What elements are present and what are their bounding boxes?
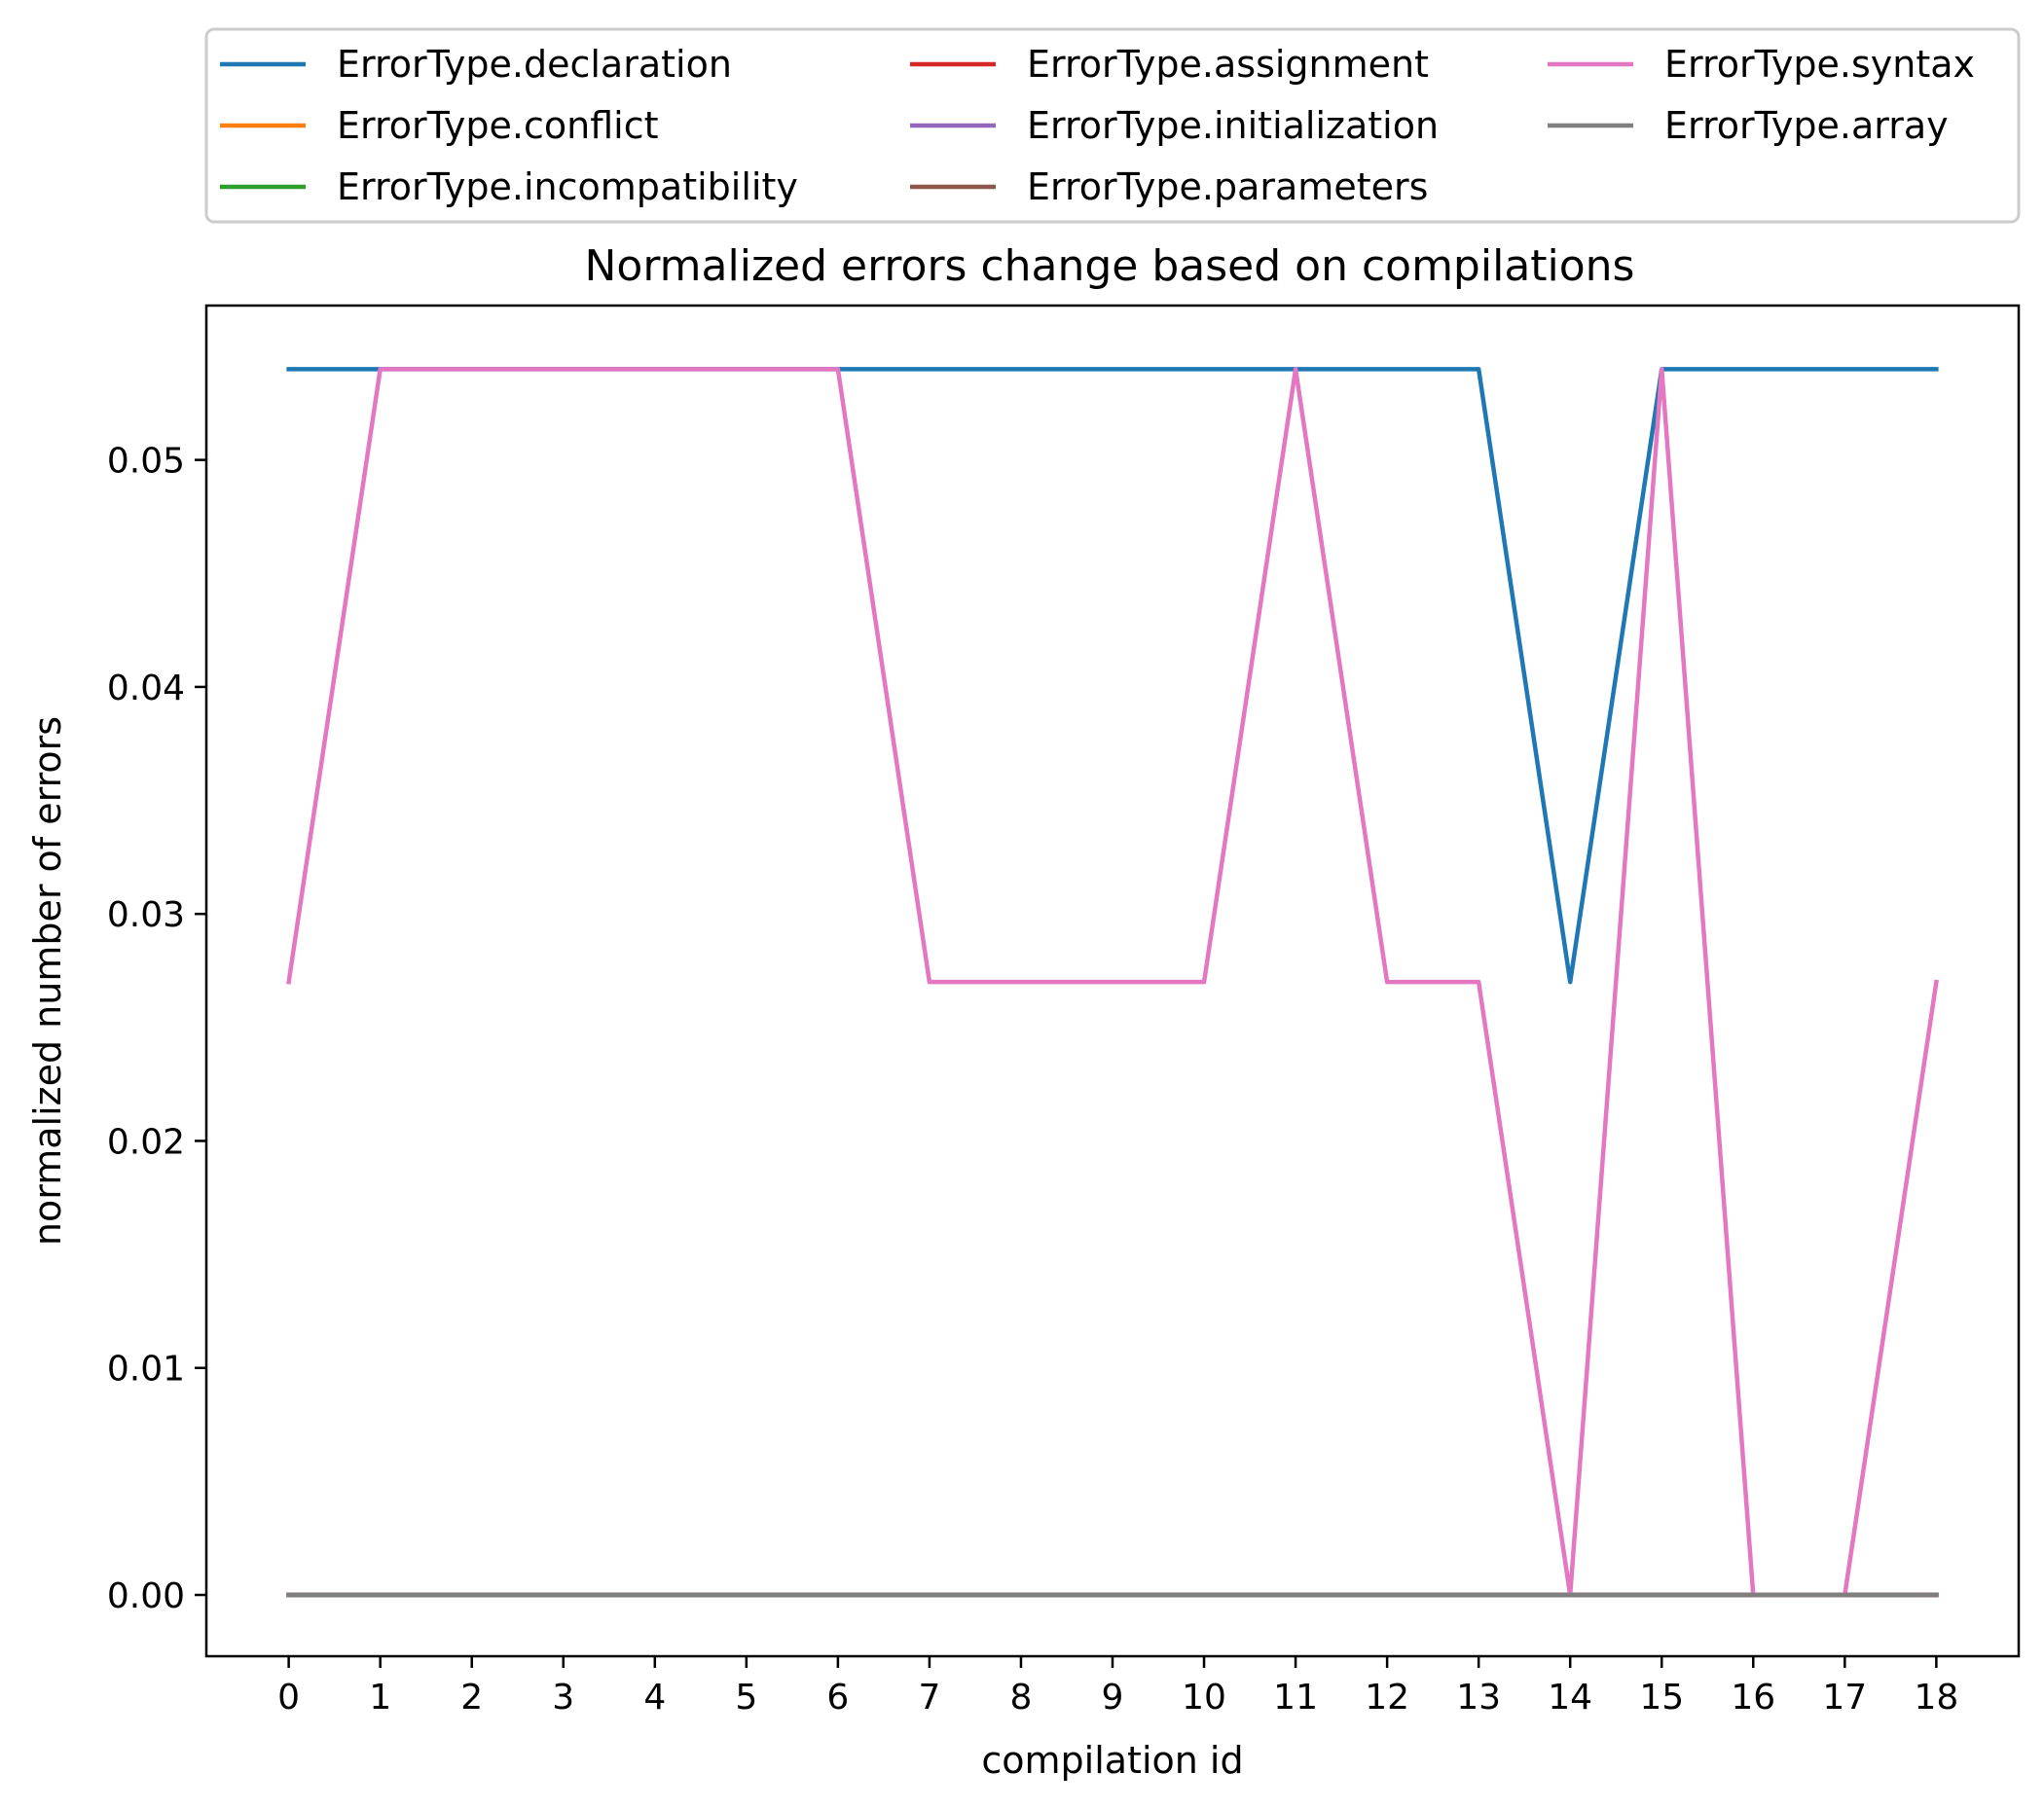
x-tick-label: 10 <box>1182 1678 1226 1718</box>
x-tick-label: 6 <box>826 1678 849 1718</box>
y-axis-label: normalized number of errors <box>26 716 69 1246</box>
legend-label: ErrorType.conflict <box>337 104 659 147</box>
x-tick-label: 7 <box>918 1678 940 1718</box>
y-tick-label: 0.03 <box>107 895 185 935</box>
x-tick-label: 17 <box>1822 1678 1867 1718</box>
x-tick-label: 0 <box>277 1678 300 1718</box>
series-line-declaration <box>286 367 1939 985</box>
x-tick-label: 5 <box>735 1678 757 1718</box>
x-tick-label: 4 <box>643 1678 666 1718</box>
x-tick-label: 9 <box>1102 1678 1124 1718</box>
legend-frame <box>204 27 2021 224</box>
y-tick-label: 0.05 <box>107 442 185 482</box>
y-tick-label: 0.01 <box>107 1350 185 1390</box>
x-tick-label: 8 <box>1010 1678 1033 1718</box>
x-axis-label: compilation id <box>981 1739 1243 1782</box>
x-tick-label: 3 <box>552 1678 574 1718</box>
y-tick-label: 0.04 <box>107 669 185 708</box>
x-tick-label: 13 <box>1456 1678 1501 1718</box>
legend-label: ErrorType.assignment <box>1027 43 1429 86</box>
y-axis: 0.00 0.01 0.02 0.03 0.04 0.05 <box>107 442 206 1616</box>
x-tick-label: 2 <box>460 1678 483 1718</box>
legend: ErrorType.declaration ErrorType.conflict E… <box>204 27 2021 224</box>
x-tick-label: 11 <box>1273 1678 1318 1718</box>
legend-label: ErrorType.array <box>1664 104 1949 147</box>
legend-label: ErrorType.initialization <box>1027 104 1439 147</box>
x-tick-label: 14 <box>1548 1678 1592 1718</box>
x-tick-label: 15 <box>1639 1678 1684 1718</box>
x-tick-label: 1 <box>369 1678 391 1718</box>
legend-label: ErrorType.incompatibility <box>337 165 798 208</box>
chart-title: Normalized errors change based on compil… <box>585 241 1635 291</box>
series-line-syntax <box>286 367 1939 1598</box>
x-tick-label: 12 <box>1365 1678 1409 1718</box>
legend-label: ErrorType.parameters <box>1027 165 1428 208</box>
y-tick-label: 0.00 <box>107 1576 185 1616</box>
y-tick-label: 0.02 <box>107 1122 185 1162</box>
legend-label: ErrorType.declaration <box>337 43 732 86</box>
series-layer <box>286 367 1939 1598</box>
x-tick-label: 16 <box>1731 1678 1775 1718</box>
legend-label: ErrorType.syntax <box>1664 43 1975 86</box>
x-tick-label: 18 <box>1914 1678 1958 1718</box>
x-axis: 0 1 2 3 4 5 6 7 8 9 10 11 12 13 14 15 16 17 18 <box>277 1656 1958 1718</box>
